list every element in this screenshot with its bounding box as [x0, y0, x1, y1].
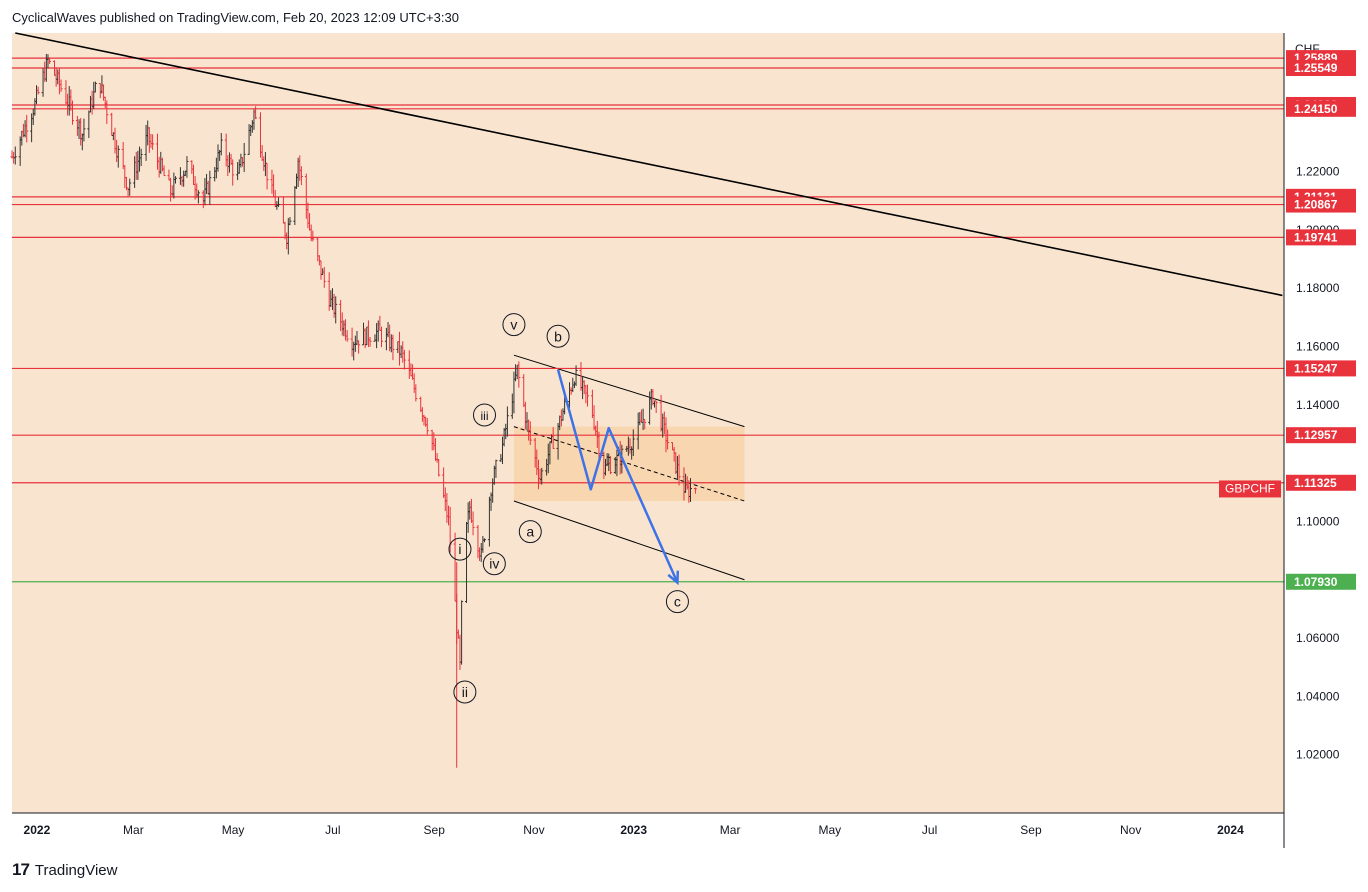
level-tag-label: 1.07930	[1294, 575, 1338, 589]
publisher-line: CyclicalWaves published on TradingView.c…	[12, 10, 459, 25]
wave-label: b	[554, 328, 562, 344]
x-tick-label: May	[222, 823, 245, 837]
wave-label-circle	[665, 590, 689, 614]
symbol-tag-box	[1219, 480, 1281, 498]
chart-background	[12, 33, 1284, 813]
wave-label-circle	[518, 520, 542, 544]
x-tick-label: Nov	[1120, 823, 1141, 837]
wave-label: ii	[462, 684, 468, 700]
wave-label-circle	[482, 552, 506, 576]
x-tick-label: Mar	[123, 823, 144, 837]
y-tick-label: 1.22000	[1296, 165, 1340, 179]
level-tag	[1286, 196, 1356, 213]
level-tag	[1286, 573, 1356, 590]
wave-label-circle	[473, 403, 497, 427]
x-tick-label: Jul	[325, 823, 340, 837]
x-tick-label: May	[819, 823, 842, 837]
trendlines	[15, 32, 1283, 297]
channel-midline	[513, 426, 745, 502]
x-tick-label: Nov	[523, 823, 544, 837]
horizontal-levels	[12, 57, 1284, 583]
x-tick-label: 2024	[1217, 823, 1244, 837]
level-tag-label: 1.20867	[1294, 198, 1338, 212]
channel-box	[513, 354, 745, 581]
level-tag-label: 1.25549	[1294, 61, 1338, 75]
wave-label: c	[674, 594, 681, 610]
wave-label-circle	[448, 537, 472, 561]
wave-labels: v b iii a i iv c ii	[448, 313, 689, 704]
level-price-tags: 1.258891.255491.242821.241501.211311.208…	[1286, 50, 1356, 590]
footer-brand-label: TradingView	[34, 861, 118, 879]
x-tick-label: 2022	[24, 823, 51, 837]
y-tick-label: 1.10000	[1296, 514, 1340, 528]
level-tag	[1286, 360, 1356, 377]
x-tick-label: Mar	[720, 823, 741, 837]
level-tag-label: 1.11325	[1294, 476, 1337, 490]
level-tag	[1286, 474, 1356, 491]
y-tick-label: 1.18000	[1296, 281, 1340, 295]
channel-upper-line	[513, 354, 745, 428]
x-tick-label: Sep	[424, 823, 446, 837]
level-tag-label: 1.12957	[1294, 428, 1338, 442]
candles	[10, 53, 697, 768]
level-tag-label: 1.15247	[1294, 361, 1338, 375]
y-tick-label: 1.06000	[1296, 631, 1340, 645]
long-term-trendline	[15, 32, 1283, 297]
x-tick-labels: 2022 Mar May Jul Sep Nov 2023 Mar May Jul Sep Nov 20…	[24, 823, 1245, 837]
x-tick-label: Jul	[922, 823, 937, 837]
x-tick-label: 2023	[620, 823, 647, 837]
projection-arrowhead	[667, 570, 680, 586]
projection-path	[556, 369, 680, 586]
wave-label-circle	[502, 313, 526, 337]
wave-label: iii	[481, 409, 489, 423]
x-tick-label: Sep	[1020, 823, 1042, 837]
level-tag	[1286, 229, 1356, 246]
y-tick-label: 1.02000	[1296, 748, 1340, 762]
symbol-tag: GBPCHF	[1219, 480, 1281, 498]
y-tick-label: 1.16000	[1296, 339, 1340, 353]
wave-label: v	[510, 317, 517, 333]
wave-label: i	[458, 541, 461, 557]
channel-lower-line	[513, 500, 745, 581]
projection-polyline	[556, 369, 679, 584]
level-tag	[1286, 427, 1356, 444]
wave-label-circle	[453, 680, 477, 704]
wave-label: iv	[489, 556, 499, 572]
wave-label-circle	[546, 324, 570, 348]
symbol-tag-label: GBPCHF	[1225, 481, 1275, 495]
level-tag	[1286, 100, 1356, 117]
level-tag-label: 1.19741	[1294, 230, 1338, 244]
y-tick-label: 1.04000	[1296, 689, 1340, 703]
footer-brand: 17 TradingView	[12, 860, 117, 880]
tradingview-logo-icon: 17	[12, 860, 30, 879]
level-tag-label: 1.24150	[1294, 102, 1338, 116]
level-tag	[1286, 60, 1356, 77]
y-tick-label: 1.14000	[1296, 398, 1340, 412]
wave-label: a	[526, 524, 534, 540]
